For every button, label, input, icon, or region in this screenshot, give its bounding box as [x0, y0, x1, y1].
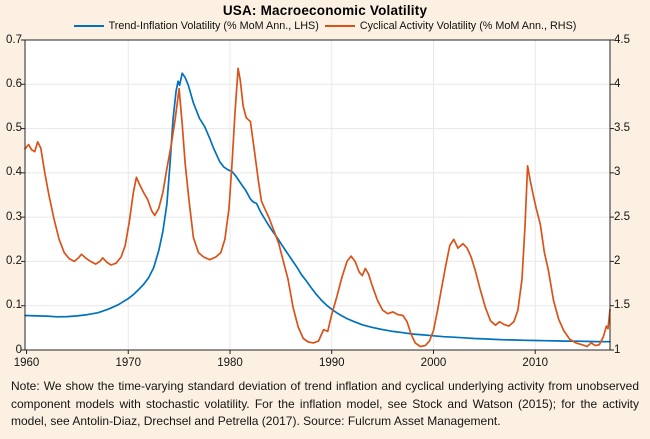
x-tick-label: 1980	[217, 357, 243, 369]
y-left-tick-label: 0.4	[6, 166, 22, 179]
x-tick-label: 1970	[115, 357, 142, 369]
x-tick-label: 2010	[522, 357, 549, 369]
legend-label-cyclical-activity: Cyclical Activity Volatility (% MoM Ann.…	[359, 20, 577, 32]
y-right-tick-label: 3.5	[614, 122, 630, 135]
legend-label-trend-inflation: Trend-Inflation Volatility (% MoM Ann., …	[108, 20, 319, 32]
footnote: Note: We show the time-varying standard …	[11, 379, 639, 429]
y-right-tick-label: 4	[614, 77, 621, 90]
series-line-0	[24, 72, 611, 343]
y-left-tick-label: 0.2	[6, 254, 22, 267]
x-tick-label: 1960	[13, 357, 40, 369]
chart-title: USA: Macroeconomic Volatility	[222, 3, 428, 18]
series-line-1	[24, 67, 611, 348]
x-tick-label: 2000	[420, 357, 447, 369]
legend-line-blue-icon	[73, 25, 104, 27]
legend-line-orange-icon	[324, 25, 355, 27]
y-left-tick-label: 0.5	[6, 122, 22, 135]
y-left-tick-label: 0	[15, 343, 22, 356]
y-left-tick-label: 0.1	[6, 299, 22, 312]
y-right-tick-label: 2.5	[614, 210, 630, 223]
y-right-tick-label: 3	[614, 166, 621, 179]
legend-item-trend-inflation: Trend-Inflation Volatility (% MoM Ann., …	[73, 20, 319, 32]
y-left-tick-label: 0.3	[6, 210, 22, 223]
y-right-tick-label: 4.5	[614, 33, 630, 46]
y-right-tick-label: 2	[614, 254, 621, 267]
y-left-tick-label: 0.7	[6, 33, 22, 46]
legend-item-cyclical-activity: Cyclical Activity Volatility (% MoM Ann.…	[324, 20, 577, 32]
y-right-tick-label: 1.5	[614, 299, 630, 312]
y-right-tick-label: 1	[614, 343, 621, 356]
x-tick-label: 1990	[318, 357, 345, 369]
y-left-tick-label: 0.6	[6, 77, 22, 90]
legend: Trend-Inflation Volatility (% MoM Ann., …	[0, 20, 650, 32]
